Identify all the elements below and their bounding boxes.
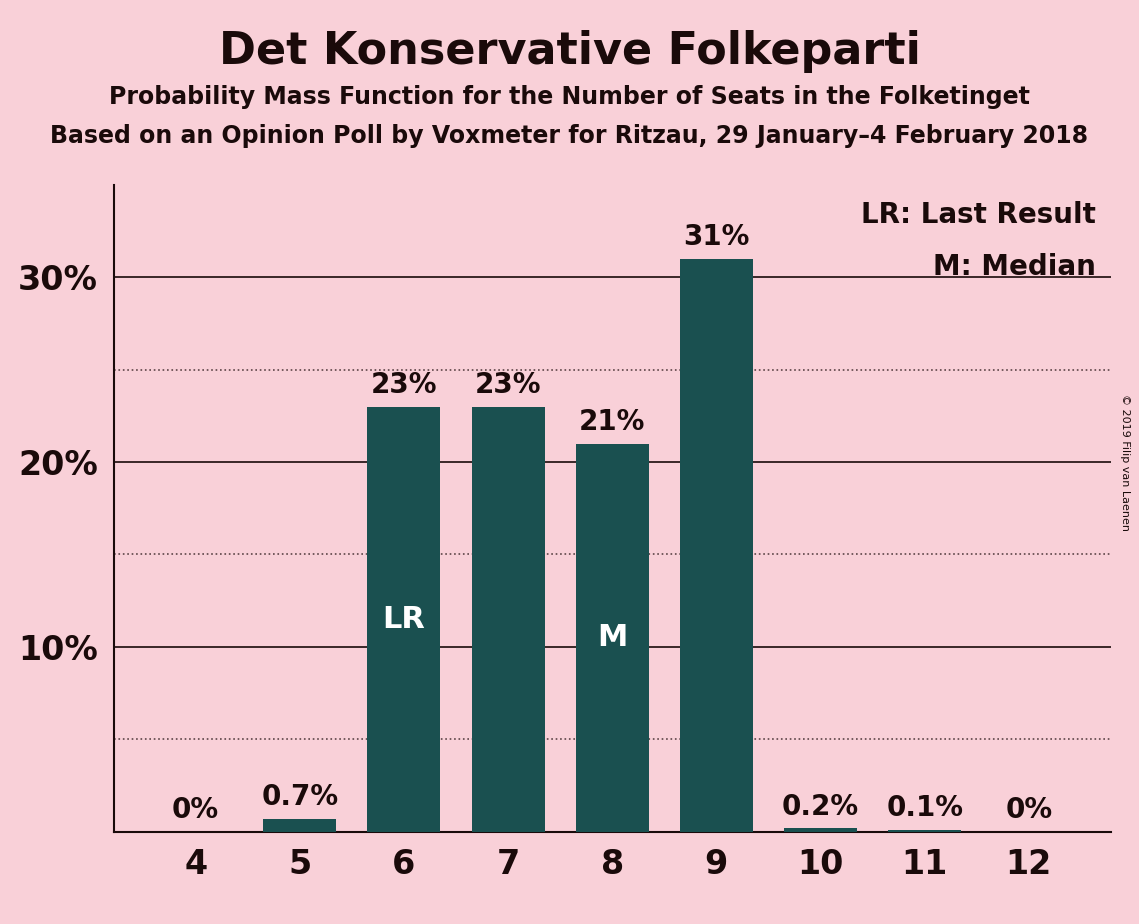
Text: 23%: 23% — [370, 371, 437, 399]
Text: 0.7%: 0.7% — [261, 784, 338, 811]
Text: M: Median: M: Median — [933, 252, 1096, 281]
Bar — [888, 830, 961, 832]
Bar — [263, 819, 336, 832]
Text: M: M — [597, 623, 628, 652]
Text: Probability Mass Function for the Number of Seats in the Folketinget: Probability Mass Function for the Number… — [109, 85, 1030, 109]
Text: 23%: 23% — [475, 371, 541, 399]
Bar — [680, 259, 753, 832]
Bar — [784, 828, 857, 832]
Text: Based on an Opinion Poll by Voxmeter for Ritzau, 29 January–4 February 2018: Based on an Opinion Poll by Voxmeter for… — [50, 124, 1089, 148]
Text: © 2019 Filip van Laenen: © 2019 Filip van Laenen — [1120, 394, 1130, 530]
Bar — [472, 407, 544, 832]
Text: 21%: 21% — [579, 408, 646, 436]
Text: Det Konservative Folkeparti: Det Konservative Folkeparti — [219, 30, 920, 73]
Text: 0.1%: 0.1% — [886, 795, 964, 822]
Text: 0%: 0% — [172, 796, 219, 824]
Bar — [368, 407, 441, 832]
Text: 0.2%: 0.2% — [782, 793, 859, 821]
Text: 31%: 31% — [683, 224, 749, 251]
Text: 0%: 0% — [1006, 796, 1052, 824]
Text: LR: LR — [383, 604, 425, 634]
Text: LR: Last Result: LR: Last Result — [861, 201, 1096, 229]
Bar — [575, 444, 649, 832]
